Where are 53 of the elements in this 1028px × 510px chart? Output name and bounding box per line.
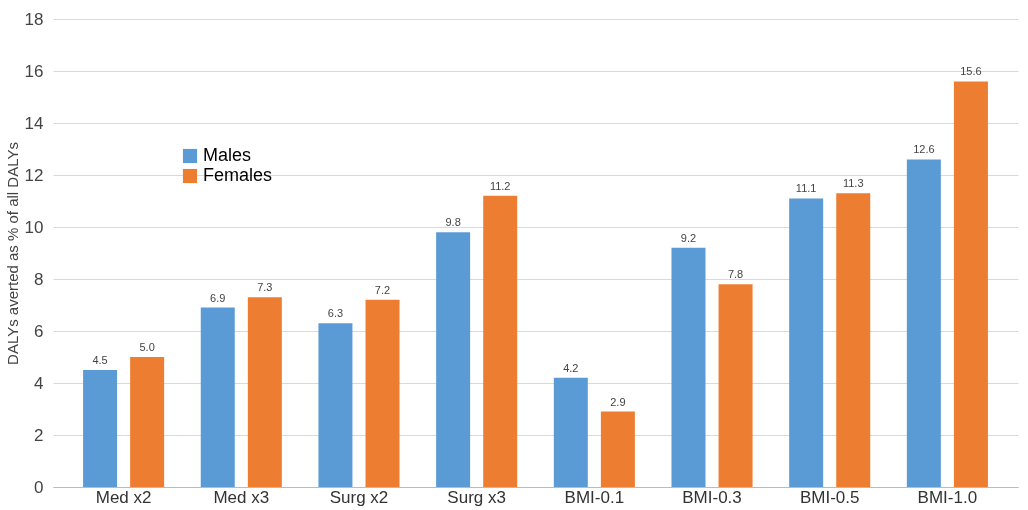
y-tick-label: 18 xyxy=(24,9,44,29)
bar xyxy=(906,159,941,487)
bar xyxy=(247,297,282,487)
bar xyxy=(483,195,518,487)
data-label: 11.2 xyxy=(489,179,511,192)
y-tick-label: 6 xyxy=(34,321,44,341)
x-tick-label: Med x3 xyxy=(213,487,270,507)
y-tick-label: 12 xyxy=(24,165,44,185)
bar xyxy=(671,247,706,487)
x-tick-label: BMI-0.3 xyxy=(682,487,742,507)
y-tick-label: 10 xyxy=(24,217,44,237)
data-label: 7.2 xyxy=(374,283,391,296)
legend-label: Females xyxy=(203,165,273,185)
bar xyxy=(553,377,588,487)
bar xyxy=(836,193,871,487)
x-tick-label: Surg x3 xyxy=(447,487,506,507)
data-label: 7.8 xyxy=(727,268,744,281)
data-label: 12.6 xyxy=(913,143,935,156)
x-tick-label: BMI-0.5 xyxy=(799,487,860,507)
x-tick-label: BMI-0.1 xyxy=(564,487,625,507)
data-label: 7.3 xyxy=(257,281,273,294)
y-tick-label: 16 xyxy=(24,61,44,81)
data-label: 11.1 xyxy=(795,182,817,195)
x-tick-label: Surg x2 xyxy=(329,487,389,507)
data-label: 11.3 xyxy=(842,177,864,190)
y-axis-title: DALYs averted as % of all DALYs xyxy=(3,142,21,365)
y-tick-label: 2 xyxy=(34,425,44,445)
data-label: 4.2 xyxy=(563,361,579,374)
x-tick-label: BMI-1.0 xyxy=(917,487,978,507)
y-tick-label: 14 xyxy=(24,113,44,133)
bar xyxy=(789,198,824,487)
data-label: 15.6 xyxy=(960,65,982,78)
bar xyxy=(130,357,165,487)
legend-label: Males xyxy=(203,145,252,165)
bar xyxy=(200,307,235,487)
x-tick-label: Med x2 xyxy=(95,487,152,507)
y-tick-label: 4 xyxy=(34,373,44,393)
bar xyxy=(83,370,118,487)
y-tick-label: 0 xyxy=(34,477,44,497)
bar xyxy=(365,299,400,487)
data-label: 6.9 xyxy=(210,291,226,304)
bar xyxy=(718,284,753,487)
bar xyxy=(436,232,471,487)
data-label: 9.2 xyxy=(680,231,697,244)
data-label: 6.3 xyxy=(327,307,344,320)
y-tick-label: 8 xyxy=(34,269,44,289)
data-label: 4.5 xyxy=(92,354,108,366)
data-label: 5.0 xyxy=(139,341,155,353)
bar xyxy=(953,81,988,487)
data-label: 2.9 xyxy=(610,395,626,408)
bar xyxy=(318,323,353,487)
data-label: 9.8 xyxy=(445,216,461,229)
bar xyxy=(600,411,635,487)
